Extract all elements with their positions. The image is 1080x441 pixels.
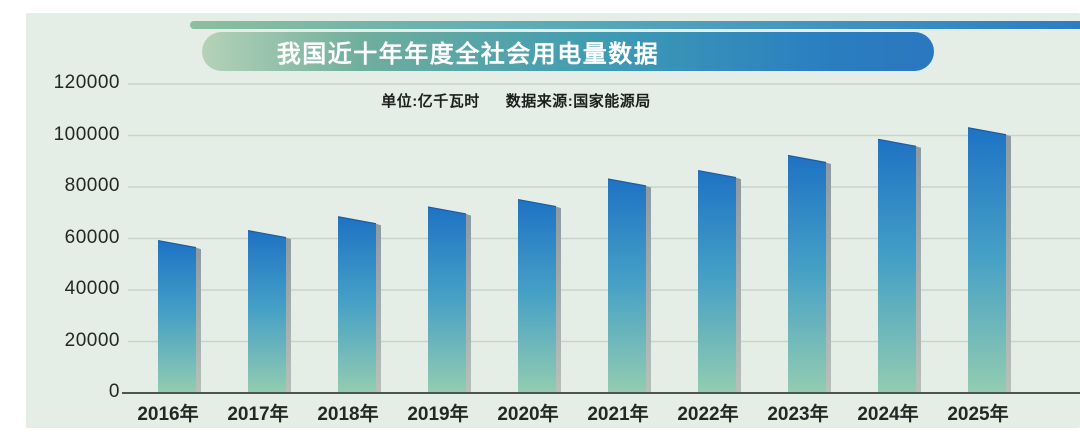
x-axis-label-2023年: 2023年: [767, 404, 829, 425]
y-axis-tick-label: 100000: [53, 123, 120, 145]
chart-title-banner: 我国近十年年度全社会用电量数据: [202, 32, 934, 71]
y-axis-tick-label: 40000: [64, 278, 120, 299]
x-axis-label-2018年: 2018年: [317, 404, 379, 425]
data-source-label: 数据来源:国家能源局: [505, 93, 651, 110]
x-axis-label-2017年: 2017年: [227, 404, 289, 425]
decorative-gradient-strip: [190, 21, 1080, 29]
x-axis-label-2020年: 2020年: [497, 404, 559, 425]
y-axis-tick-label: 80000: [64, 175, 120, 196]
x-axis-label-2025年: 2025年: [947, 404, 1009, 425]
chart-title: 我国近十年年度全社会用电量数据: [276, 42, 660, 68]
unit-label: 单位:亿千瓦时: [381, 93, 480, 110]
y-axis-tick-label: 0: [108, 381, 120, 402]
y-axis-tick-label: 20000: [64, 329, 120, 351]
x-axis-label-2019年: 2019年: [407, 404, 469, 425]
y-axis-tick-label: 120000: [53, 72, 120, 93]
y-axis-tick-label: 60000: [64, 226, 120, 248]
x-axis-label-2016年: 2016年: [137, 404, 199, 425]
x-axis-label-2022年: 2022年: [677, 404, 739, 425]
x-axis-label-2024年: 2024年: [857, 404, 919, 425]
x-axis-label-2021年: 2021年: [587, 404, 649, 425]
chart-subtitle: 单位:亿千瓦时 数据来源:国家能源局: [36, 90, 996, 111]
chart-panel-background: [26, 13, 1080, 428]
